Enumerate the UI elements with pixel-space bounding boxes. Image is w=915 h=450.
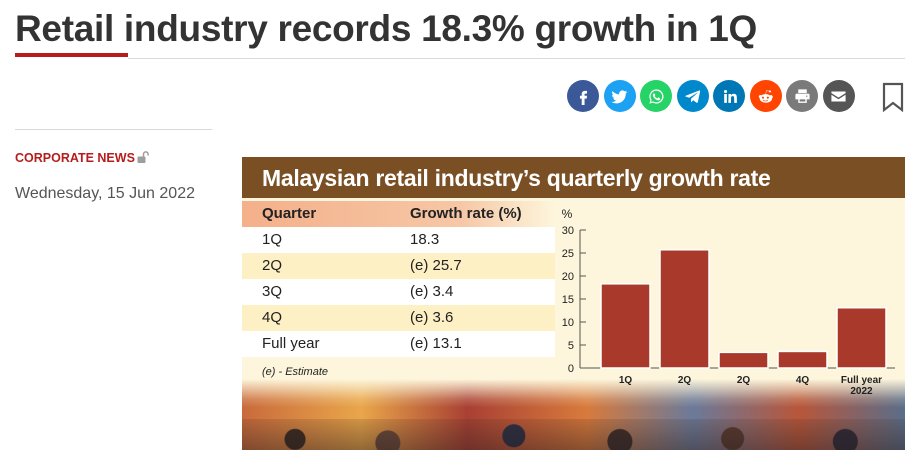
table-cell-growth-rate: 18.3 [410,231,440,248]
shoppers-photo [242,379,905,450]
whatsapp-icon [648,88,664,104]
x-tick-label: 2022 [850,386,873,397]
share-bar [567,80,855,112]
y-tick-label: 15 [562,294,574,306]
reddit-icon [758,89,774,103]
table-row: 3Q (e) 3.4 [242,279,555,305]
article-headline: Retail industry records 18.3% growth in … [15,8,757,49]
table-cell-growth-rate: (e) 25.7 [410,257,462,274]
table-cell-growth-rate: (e) 3.4 [410,283,454,300]
estimate-footnote: (e) - Estimate [262,366,329,378]
x-tick-label: Full year [841,375,882,386]
chart-bar [777,350,828,369]
linkedin-icon [723,89,737,103]
table-row: 1Q 18.3 [242,227,555,253]
x-tick-label: 2Q [678,375,692,386]
category-link[interactable]: CORPORATE NEWS [15,151,135,165]
envelope-icon [831,91,846,101]
y-tick-label: 0 [568,363,574,375]
table-cell-quarter: Full year [262,335,320,352]
chart-bar [718,351,769,369]
table-cell-quarter: 1Q [262,231,283,248]
table-cell-quarter: 4Q [262,309,283,326]
shoppers-photo-shade [242,419,905,450]
linkedin-share-button[interactable] [713,80,745,112]
chart-bar [836,306,887,369]
y-tick-label: 30 [562,225,574,237]
facebook-icon [579,90,587,105]
twitter-share-button[interactable] [603,80,636,112]
twitter-icon [611,89,628,103]
growth-table-header: Quarter Growth rate (%) [242,201,555,227]
chart-bar [659,249,710,369]
email-share-button[interactable] [822,80,855,112]
infographic-title-bar: Malaysian retail industry’s quarterly gr… [242,157,905,198]
reddit-share-button[interactable] [749,80,782,112]
sidebar-divider [15,129,212,130]
table-row: Full year (e) 13.1 [242,331,555,357]
y-tick-label: 5 [568,340,574,352]
y-tick-label: 10 [562,317,574,329]
table-header-quarter: Quarter [262,205,317,222]
publish-date: Wednesday, 15 Jun 2022 [15,185,195,202]
whatsapp-share-button[interactable] [640,80,672,112]
table-row: 4Q (e) 3.6 [242,305,555,331]
printer-icon [794,88,810,103]
table-row: 2Q (e) 25.7 [242,253,555,279]
headline-divider [128,58,905,59]
telegram-share-button[interactable] [676,80,709,112]
headline-accent-underline [15,53,128,57]
y-axis-unit-label: % [562,207,573,221]
telegram-icon [685,89,701,103]
table-cell-quarter: 3Q [262,283,283,300]
x-tick-label: 1Q [619,375,633,386]
table-cell-growth-rate: (e) 13.1 [410,335,462,352]
print-button[interactable] [786,80,818,112]
x-tick-label: 4Q [796,375,810,386]
chart-bar [600,283,651,369]
table-header-growth-rate: Growth rate (%) [410,205,522,222]
infographic-title: Malaysian retail industry’s quarterly gr… [262,165,771,191]
facebook-share-button[interactable] [567,80,599,112]
table-cell-quarter: 2Q [262,257,283,274]
y-tick-label: 25 [562,248,574,260]
infographic-image: Malaysian retail industry’s quarterly gr… [242,157,905,450]
y-tick-label: 20 [562,271,574,283]
table-cell-growth-rate: (e) 3.6 [410,309,454,326]
bookmark-icon[interactable] [881,82,905,112]
x-tick-label: 2Q [737,375,751,386]
unlock-icon [137,151,149,163]
